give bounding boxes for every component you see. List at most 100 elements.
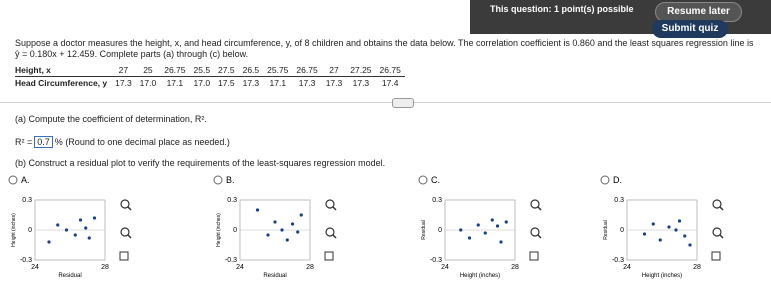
table-cell: 26.75: [292, 64, 322, 77]
x-axis-label: Residual: [58, 273, 81, 279]
table-cell: 17.4: [381, 78, 399, 88]
x-tick-label: 28: [306, 264, 314, 271]
x-tick-label: 28: [693, 264, 701, 271]
data-point: [73, 233, 77, 237]
y-tick-label: 0: [438, 227, 442, 234]
problem-equation: ŷ = 0.180x + 12.459. Complete parts (a) …: [15, 49, 249, 59]
x-axis-label: Height (inches): [460, 273, 500, 279]
expand-button[interactable]: [392, 98, 414, 108]
answer-unit: %: [54, 137, 63, 147]
popout-icon[interactable]: [119, 251, 129, 261]
row-header: Height, x: [15, 64, 112, 77]
y-tick-label: 0.3: [614, 197, 624, 204]
data-point: [56, 223, 60, 227]
y-tick-label: -0.3: [225, 257, 237, 264]
zoom-icon[interactable]: [712, 227, 722, 237]
data-point: [688, 243, 692, 247]
table-cell: 17.1: [166, 78, 184, 88]
data-point: [255, 208, 260, 212]
data-point: [84, 226, 88, 230]
table-cell: 27: [111, 64, 136, 77]
submit-button[interactable]: Submit quiz: [652, 20, 728, 38]
y-tick-label: 0.3: [227, 197, 237, 204]
data-point: [499, 240, 503, 244]
zoom-icon[interactable]: [120, 199, 130, 209]
data-point: [476, 223, 480, 227]
zoom-icon-handle: [537, 206, 542, 211]
zoom-icon[interactable]: [120, 227, 130, 237]
option-letter: C.: [431, 175, 440, 185]
table-cell: 26.5: [238, 64, 264, 77]
x-tick-label: 24: [31, 264, 39, 271]
x-axis-label: Residual: [263, 273, 286, 279]
table-cell: 27.25: [346, 64, 376, 77]
zoom-icon[interactable]: [325, 199, 335, 209]
x-tick-label: 28: [101, 264, 109, 271]
zoom-icon[interactable]: [530, 199, 540, 209]
data-point: [504, 220, 508, 224]
popout-icon[interactable]: [324, 251, 334, 261]
separator: [0, 102, 771, 103]
part-a-answer: R² = 0.7% (Round to one decimal place as …: [15, 136, 230, 148]
data-point: [296, 230, 300, 234]
data-point: [280, 228, 284, 232]
data-point: [674, 228, 678, 232]
answer-box[interactable]: 0.7: [34, 136, 53, 148]
data-point: [78, 218, 83, 222]
zoom-icon[interactable]: [325, 227, 335, 237]
radio-button[interactable]: [418, 175, 428, 185]
data-point: [92, 216, 97, 220]
y-axis-label: Residual: [421, 220, 427, 239]
zoom-icon-handle: [332, 234, 337, 239]
y-tick-label: 0: [233, 227, 237, 234]
popout-icon[interactable]: [711, 251, 721, 261]
table-cell: 25.75: [263, 64, 293, 77]
radio-button[interactable]: [8, 175, 18, 185]
option-letter: D.: [613, 175, 622, 185]
data-point: [87, 236, 91, 240]
data-point: [47, 240, 51, 244]
data-point: [459, 228, 463, 232]
y-axis-label: Height (inches): [11, 213, 17, 247]
table-cell: 17.3: [352, 78, 370, 88]
table-row: Head Circumference, y 17.3 17.0 17.1 17.0 17.…: [15, 77, 405, 90]
option-letter: B.: [226, 175, 235, 185]
question-info: This question: 1 point(s) possible: [490, 4, 634, 14]
x-tick-label: 24: [441, 264, 449, 271]
y-tick-label: -0.3: [430, 257, 442, 264]
data-point: [642, 232, 647, 236]
data-point: [273, 220, 277, 224]
part-b-prompt: (b) Construct a residual plot to verify …: [15, 158, 386, 168]
problem-text: Suppose a doctor measures the height, x,…: [15, 38, 754, 48]
zoom-icon-handle: [719, 234, 724, 239]
data-point: [495, 224, 500, 228]
radio-button[interactable]: [600, 175, 610, 185]
table-cell: 26.75: [160, 64, 190, 77]
table-cell: 17.1: [269, 78, 287, 88]
data-point: [490, 218, 494, 222]
resume-button[interactable]: Resume later: [655, 2, 742, 22]
zoom-icon-handle: [127, 234, 132, 239]
y-tick-label: 0: [28, 227, 32, 234]
answer-hint: (Round to one decimal place as needed.): [65, 137, 230, 147]
table-row: Height, x 27 25 26.75 25.5 27.5 26.5 25.75 26.75…: [15, 64, 405, 77]
y-tick-label: 0.3: [22, 197, 32, 204]
zoom-icon[interactable]: [712, 199, 722, 209]
table-cell: 26.75: [375, 64, 405, 77]
data-point: [299, 213, 303, 217]
row-header: Head Circumference, y: [15, 78, 108, 88]
x-tick-label: 24: [236, 264, 244, 271]
table-cell: 17.3: [325, 78, 343, 88]
table-cell: 25: [135, 64, 161, 77]
zoom-icon-handle: [719, 206, 724, 211]
table-cell: 27.5: [214, 64, 239, 77]
table-cell: 25.5: [189, 64, 215, 77]
data-point: [467, 236, 472, 240]
x-tick-label: 28: [511, 264, 519, 271]
popout-icon[interactable]: [529, 251, 539, 261]
y-tick-label: -0.3: [20, 257, 32, 264]
zoom-icon[interactable]: [530, 227, 540, 237]
table-cell: 17.3: [115, 78, 132, 88]
radio-button[interactable]: [213, 175, 223, 185]
data-point: [290, 222, 295, 226]
